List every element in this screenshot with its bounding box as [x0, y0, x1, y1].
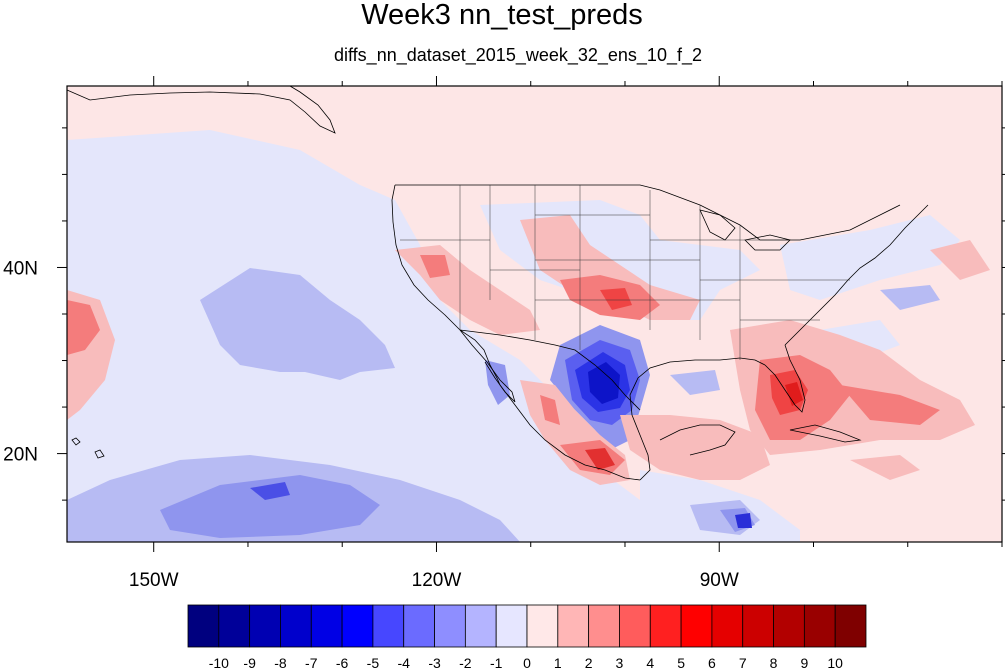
- colorbar-swatch: [187, 604, 220, 648]
- y-tick-label: 40N: [3, 258, 38, 279]
- colorbar-label: -3: [428, 655, 441, 671]
- colorbar-swatch: [526, 604, 559, 648]
- east-coast: [784, 204, 929, 346]
- colorbar-swatch: [557, 604, 590, 648]
- colorbar-swatch: [310, 604, 343, 648]
- colorbar-swatch: [280, 604, 312, 648]
- colorbar-label: -6: [336, 655, 349, 671]
- colorbar-swatch: [803, 604, 836, 648]
- colorbar-label: 7: [739, 655, 747, 671]
- colorbar: [187, 604, 867, 648]
- colorbar-label: -8: [274, 655, 287, 671]
- hawaii: [71, 437, 105, 459]
- colorbar-swatch: [341, 604, 374, 648]
- colorbar-label: 9: [800, 655, 808, 671]
- yucatan: [659, 424, 736, 456]
- coastlines: [66, 85, 929, 481]
- mexico-pacific-coast: [499, 384, 641, 481]
- colorbar-swatch: [434, 604, 466, 648]
- alaska-coast: [66, 85, 336, 134]
- state-borders: [400, 185, 850, 360]
- colorbar-swatch: [218, 604, 251, 648]
- x-tick-label: 120W: [412, 570, 462, 591]
- colorbar-label: -7: [305, 655, 318, 671]
- chart-title: Week3 nn_test_preds: [361, 0, 643, 31]
- colorbar-swatch: [649, 604, 682, 648]
- colorbar-swatch: [834, 604, 867, 648]
- colorbar-label: 1: [554, 655, 562, 671]
- y-tick-label: 20N: [3, 445, 38, 466]
- colorbar-swatch: [495, 604, 528, 648]
- colorbar-label: 6: [708, 655, 716, 671]
- colorbar-swatch: [249, 604, 281, 648]
- colorbar-label: 3: [616, 655, 624, 671]
- colorbar-label: -9: [243, 655, 256, 671]
- axis-ticks: [57, 76, 1005, 552]
- baja-california: [459, 329, 516, 403]
- colorbar-label: 0: [523, 655, 531, 671]
- florida: [764, 344, 806, 413]
- colorbar-swatch: [742, 604, 774, 648]
- axis-tick-labels: 150W 120W 90W 40N 20N: [3, 258, 739, 591]
- colorbar-swatch: [464, 604, 497, 648]
- x-tick-label: 150W: [129, 570, 179, 591]
- us-mexico-border: [459, 329, 641, 411]
- colorbar-swatch: [372, 604, 405, 648]
- colorbar-label: -4: [398, 655, 411, 671]
- north-america-west-coast: [391, 184, 501, 386]
- colorbar-label: -1: [490, 655, 503, 671]
- cuba: [789, 424, 862, 443]
- x-tick-label: 90W: [700, 570, 739, 591]
- map-field: [67, 86, 1002, 542]
- colorbar-label: -5: [367, 655, 380, 671]
- colorbar-label: 5: [677, 655, 685, 671]
- colorbar-swatch: [588, 604, 620, 648]
- colorbar-labels: -10 -9 -8 -7 -6 -5 -4 -3 -2 -1 0 1 2 3 4 5 6 7 8 9 10: [209, 655, 843, 671]
- colorbar-swatch: [680, 604, 713, 648]
- colorbar-label: 10: [827, 655, 843, 671]
- colorbar-swatch: [403, 604, 435, 648]
- strong-blue-regions: [250, 340, 752, 528]
- colorbar-label: 8: [770, 655, 778, 671]
- great-lakes: [699, 209, 791, 251]
- colorbar-label: 2: [585, 655, 593, 671]
- chart-subtitle: diffs_nn_dataset_2015_week_32_ens_10_f_2: [334, 45, 702, 66]
- colorbar-label: 4: [646, 655, 654, 671]
- colorbar-label: -10: [209, 655, 229, 671]
- gulf-coast: [629, 357, 766, 481]
- colorbar-label: -2: [459, 655, 472, 671]
- colorbar-swatch: [711, 604, 744, 648]
- colorbar-swatch: [619, 604, 651, 648]
- colorbar-swatch: [773, 604, 805, 648]
